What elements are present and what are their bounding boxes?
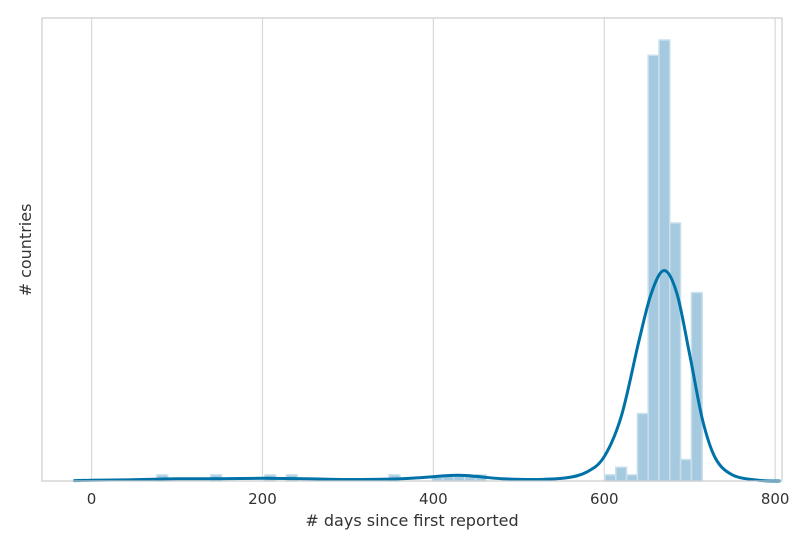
histogram-bar (636, 412, 649, 482)
x-axis-label: # days since first reported (305, 511, 518, 530)
histogram-bar (615, 466, 628, 482)
kde-curve-group (73, 269, 781, 483)
x-tick-label: 200 (248, 490, 277, 508)
x-tick-label: 400 (419, 490, 448, 508)
plot-frame (41, 17, 783, 482)
histogram-bar (669, 222, 682, 482)
histogram-bar (625, 474, 639, 482)
gridlines (90, 18, 776, 481)
x-tick-label: 600 (590, 490, 619, 508)
x-tick-label: 800 (761, 490, 790, 508)
y-axis-label: # countries (16, 204, 35, 297)
histogram-bar (679, 458, 693, 482)
x-tick-label: 0 (87, 490, 97, 508)
kde-curve (73, 269, 781, 483)
histogram-bar (604, 474, 617, 482)
histogram-bar (647, 54, 660, 482)
histogram-bar (658, 39, 671, 482)
x-tick-labels: 0 200 400 600 800 (87, 490, 790, 508)
